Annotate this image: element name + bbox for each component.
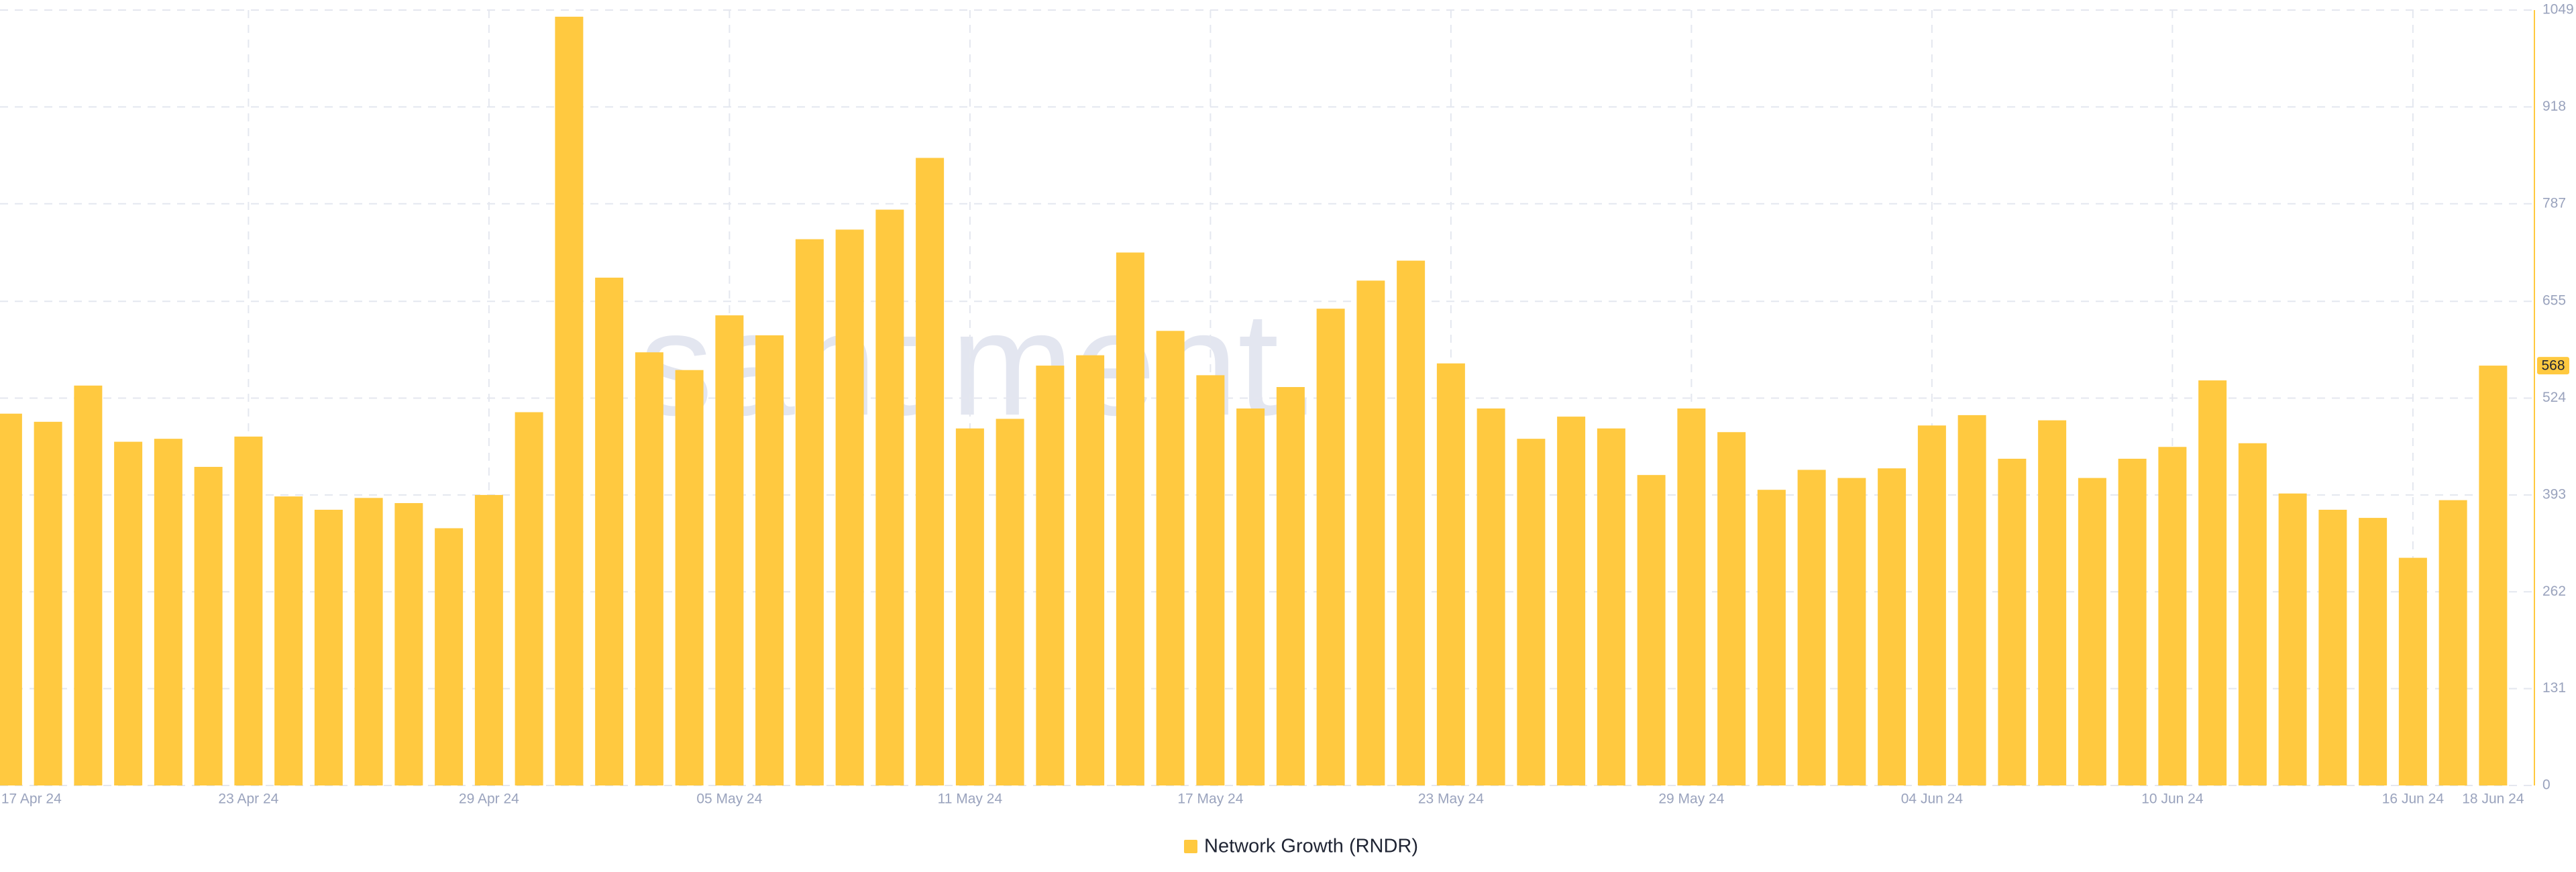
bar [0, 413, 22, 785]
bar [1557, 417, 1586, 785]
bar [1076, 355, 1105, 785]
bar [1637, 475, 1666, 785]
legend: Network Growth (RNDR) [1184, 836, 1418, 857]
bar [1436, 363, 1465, 785]
bar [635, 352, 663, 785]
bar [555, 16, 584, 786]
bar [1116, 252, 1144, 785]
y-tick-label: 393 [2542, 486, 2566, 502]
legend-swatch [1184, 840, 1197, 853]
bar [1156, 331, 1185, 786]
x-tick-label: 23 May 24 [1418, 792, 1484, 807]
x-tick-label: 29 Apr 24 [459, 792, 519, 807]
bar [2479, 366, 2508, 785]
bar [274, 496, 303, 785]
y-tick-label: 0 [2542, 777, 2551, 793]
bar [715, 315, 744, 785]
bar [1878, 468, 1907, 785]
x-tick-label: 17 May 24 [1177, 792, 1243, 807]
bar [1036, 366, 1065, 785]
bar [1797, 470, 1826, 785]
bar [2078, 478, 2106, 785]
y-tick-label: 1049 [2542, 2, 2574, 17]
bar [1356, 280, 1385, 785]
x-tick-label: 11 May 24 [938, 792, 1003, 807]
last-value-label: 568 [2541, 358, 2565, 374]
bar [2398, 557, 2427, 785]
bar [194, 467, 223, 785]
bar [916, 158, 945, 785]
bar [955, 428, 984, 785]
last-value-tag [2537, 357, 2569, 375]
bar [515, 412, 543, 785]
x-tick-label: 05 May 24 [696, 792, 762, 807]
bar [795, 239, 824, 785]
x-tick-label: 29 May 24 [1658, 792, 1724, 807]
bar [595, 277, 624, 785]
bar [34, 421, 62, 785]
bar [2438, 500, 2467, 785]
y-tick-label: 655 [2542, 293, 2566, 309]
bar [394, 503, 423, 785]
x-tick-label: 10 Jun 24 [2141, 792, 2204, 807]
bar [1397, 260, 1426, 786]
bar [1276, 387, 1305, 785]
bar [1998, 458, 2027, 785]
bar [2158, 447, 2187, 785]
bar [1957, 415, 1986, 785]
y-tick-label: 524 [2542, 390, 2566, 405]
bar [2238, 443, 2267, 785]
y-tick-label: 131 [2542, 680, 2566, 696]
x-tick-label: 04 Jun 24 [1901, 792, 1964, 807]
bar [1917, 425, 1946, 785]
bar [1837, 478, 1866, 785]
bar [996, 419, 1024, 785]
bar [1316, 309, 1345, 786]
x-tick-label: 18 Jun 24 [2462, 792, 2524, 807]
bar [154, 439, 182, 785]
bar [755, 335, 784, 785]
bar [1677, 408, 1706, 785]
bar [1757, 490, 1786, 785]
bar [2198, 380, 2227, 785]
bar [835, 229, 864, 785]
bar [1236, 408, 1265, 785]
bar [675, 370, 704, 785]
bar [1477, 408, 1505, 785]
bar [2318, 509, 2347, 785]
bar [74, 385, 103, 785]
bar [474, 494, 503, 785]
bar [354, 498, 383, 785]
bar [1517, 439, 1546, 785]
y-tick-label: 918 [2542, 99, 2566, 114]
bar [314, 509, 343, 785]
y-tick-label: 262 [2542, 584, 2566, 599]
x-tick-label: 16 Jun 24 [2382, 792, 2445, 807]
x-tick-label: 23 Apr 24 [218, 792, 278, 807]
y-tick-label: 787 [2542, 195, 2566, 211]
bar [1597, 428, 1625, 785]
bar [114, 441, 143, 785]
bar [2359, 518, 2387, 785]
x-tick-label: 17 Apr 24 [1, 792, 62, 807]
bar [2038, 420, 2067, 785]
bar [2278, 493, 2307, 785]
bar [435, 528, 464, 785]
bar [1196, 375, 1225, 785]
legend-label: Network Growth (RNDR) [1204, 836, 1418, 857]
bar [2118, 458, 2147, 785]
bar [1717, 432, 1746, 785]
bar [875, 209, 904, 785]
bar [234, 436, 263, 785]
